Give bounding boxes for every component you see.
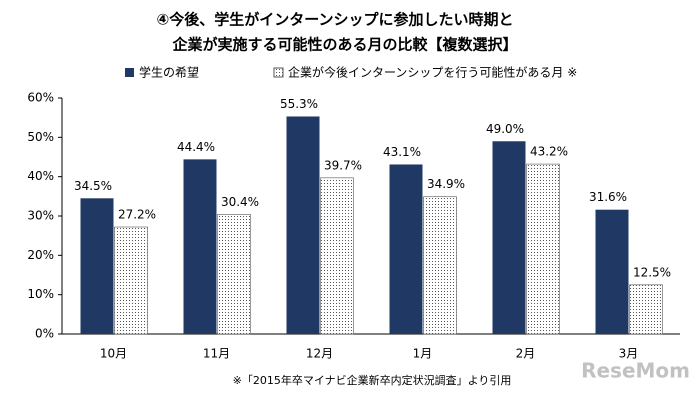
source-note: ※「2015年卒マイナビ企業新卒内定状況調査」より引用 [233, 373, 512, 387]
value-label: 43.2% [530, 145, 568, 159]
value-label: 49.0% [486, 122, 524, 136]
x-tick-label: 12月 [306, 347, 333, 361]
x-tick-label: 2月 [516, 347, 536, 361]
value-label: 34.5% [74, 179, 112, 193]
bar [183, 159, 217, 334]
bar [526, 163, 560, 335]
y-tick-label: 0% [35, 327, 54, 341]
x-tick-label: 1月 [413, 347, 433, 361]
bar [389, 164, 423, 334]
bar [629, 284, 663, 335]
y-tick-label: 50% [27, 130, 54, 144]
bar [492, 141, 526, 334]
value-label: 44.4% [177, 140, 215, 154]
x-tick-label: 10月 [100, 347, 127, 361]
legend-label: 企業が今後インターンシップを行う可能性がある月 ※ [288, 65, 577, 80]
x-tick-label: 11月 [203, 347, 230, 361]
value-label: 30.4% [221, 195, 259, 209]
bar [595, 209, 629, 334]
value-label: 34.9% [427, 177, 465, 191]
bar [320, 177, 354, 335]
bar [80, 198, 114, 334]
legend-swatch [273, 67, 284, 78]
y-tick-label: 10% [27, 287, 54, 301]
chart-title: 企業が実施する可能性のある月の比較【複数選択】 [171, 36, 517, 54]
bar [217, 214, 251, 335]
legend-label: 学生の希望 [139, 65, 199, 80]
value-label: 39.7% [324, 158, 362, 172]
bar [286, 116, 320, 334]
value-label: 12.5% [633, 265, 671, 279]
y-tick-label: 20% [27, 248, 54, 262]
chart-title: ④今後、学生がインターンシップに参加したい時期と [157, 11, 514, 29]
y-tick-label: 30% [27, 209, 54, 223]
value-label: 27.2% [118, 208, 156, 222]
value-label: 55.3% [280, 97, 318, 111]
bar [114, 226, 148, 335]
watermark: ReseMom [581, 359, 690, 383]
legend-swatch [125, 68, 134, 77]
value-label: 31.6% [589, 190, 627, 204]
y-tick-label: 40% [27, 169, 54, 183]
x-tick-label: 3月 [619, 347, 639, 361]
value-label: 43.1% [383, 145, 421, 159]
y-tick-label: 60% [27, 91, 54, 105]
bar [423, 196, 457, 335]
